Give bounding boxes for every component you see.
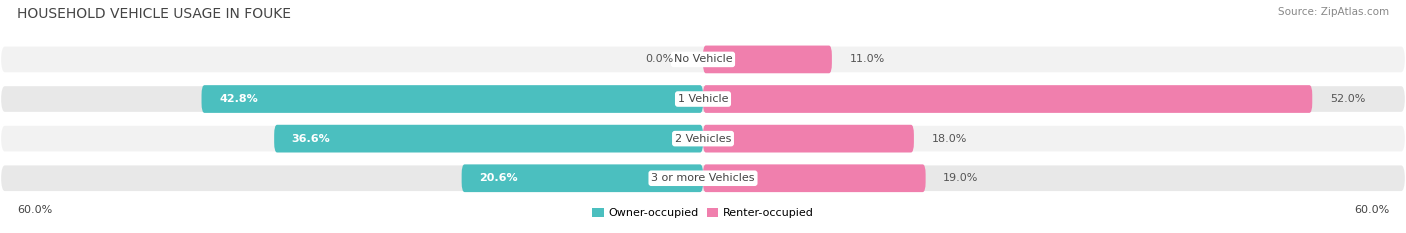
FancyBboxPatch shape — [0, 85, 1406, 113]
Text: 2 Vehicles: 2 Vehicles — [675, 134, 731, 144]
Text: No Vehicle: No Vehicle — [673, 55, 733, 64]
Text: 3 or more Vehicles: 3 or more Vehicles — [651, 173, 755, 183]
FancyBboxPatch shape — [201, 85, 703, 113]
FancyBboxPatch shape — [0, 164, 1406, 192]
Text: 18.0%: 18.0% — [932, 134, 967, 144]
Text: 1 Vehicle: 1 Vehicle — [678, 94, 728, 104]
Text: 11.0%: 11.0% — [849, 55, 884, 64]
Legend: Owner-occupied, Renter-occupied: Owner-occupied, Renter-occupied — [588, 204, 818, 223]
Text: Source: ZipAtlas.com: Source: ZipAtlas.com — [1278, 7, 1389, 17]
Text: 60.0%: 60.0% — [17, 205, 52, 215]
FancyBboxPatch shape — [0, 46, 1406, 73]
Text: 0.0%: 0.0% — [645, 55, 673, 64]
FancyBboxPatch shape — [0, 125, 1406, 153]
Text: HOUSEHOLD VEHICLE USAGE IN FOUKE: HOUSEHOLD VEHICLE USAGE IN FOUKE — [17, 7, 291, 21]
Text: 36.6%: 36.6% — [292, 134, 330, 144]
Text: 20.6%: 20.6% — [479, 173, 517, 183]
FancyBboxPatch shape — [703, 85, 1312, 113]
Text: 42.8%: 42.8% — [219, 94, 257, 104]
Text: 19.0%: 19.0% — [943, 173, 979, 183]
FancyBboxPatch shape — [703, 164, 925, 192]
Text: 60.0%: 60.0% — [1354, 205, 1389, 215]
Text: 52.0%: 52.0% — [1330, 94, 1365, 104]
FancyBboxPatch shape — [703, 125, 914, 153]
FancyBboxPatch shape — [274, 125, 703, 153]
FancyBboxPatch shape — [461, 164, 703, 192]
FancyBboxPatch shape — [703, 46, 832, 73]
